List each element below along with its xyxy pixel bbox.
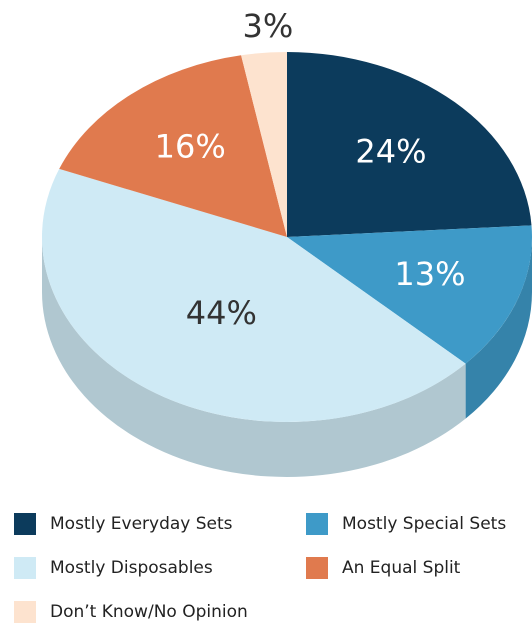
legend-swatch <box>306 557 328 579</box>
legend-label: Don’t Know/No Opinion <box>50 602 248 622</box>
slice <box>287 225 532 364</box>
data-label: 3% <box>243 7 294 45</box>
legend-label: Mostly Special Sets <box>342 514 506 534</box>
data-label: 44% <box>186 294 257 332</box>
data-label: 24% <box>355 132 426 170</box>
legend-label: Mostly Disposables <box>50 558 213 578</box>
legend-swatch <box>306 513 328 535</box>
slice-side <box>42 237 466 477</box>
slice <box>59 55 288 238</box>
legend-swatch <box>14 557 36 579</box>
legend-label: Mostly Everyday Sets <box>50 514 233 534</box>
legend-swatch <box>14 601 36 623</box>
slice <box>41 168 466 422</box>
legend-label: An Equal Split <box>342 558 461 578</box>
slice <box>241 52 287 237</box>
slice-side <box>465 237 532 419</box>
legend-swatch <box>14 513 36 535</box>
data-label: 16% <box>155 128 226 166</box>
slice <box>287 52 532 237</box>
data-label: 13% <box>394 255 465 293</box>
